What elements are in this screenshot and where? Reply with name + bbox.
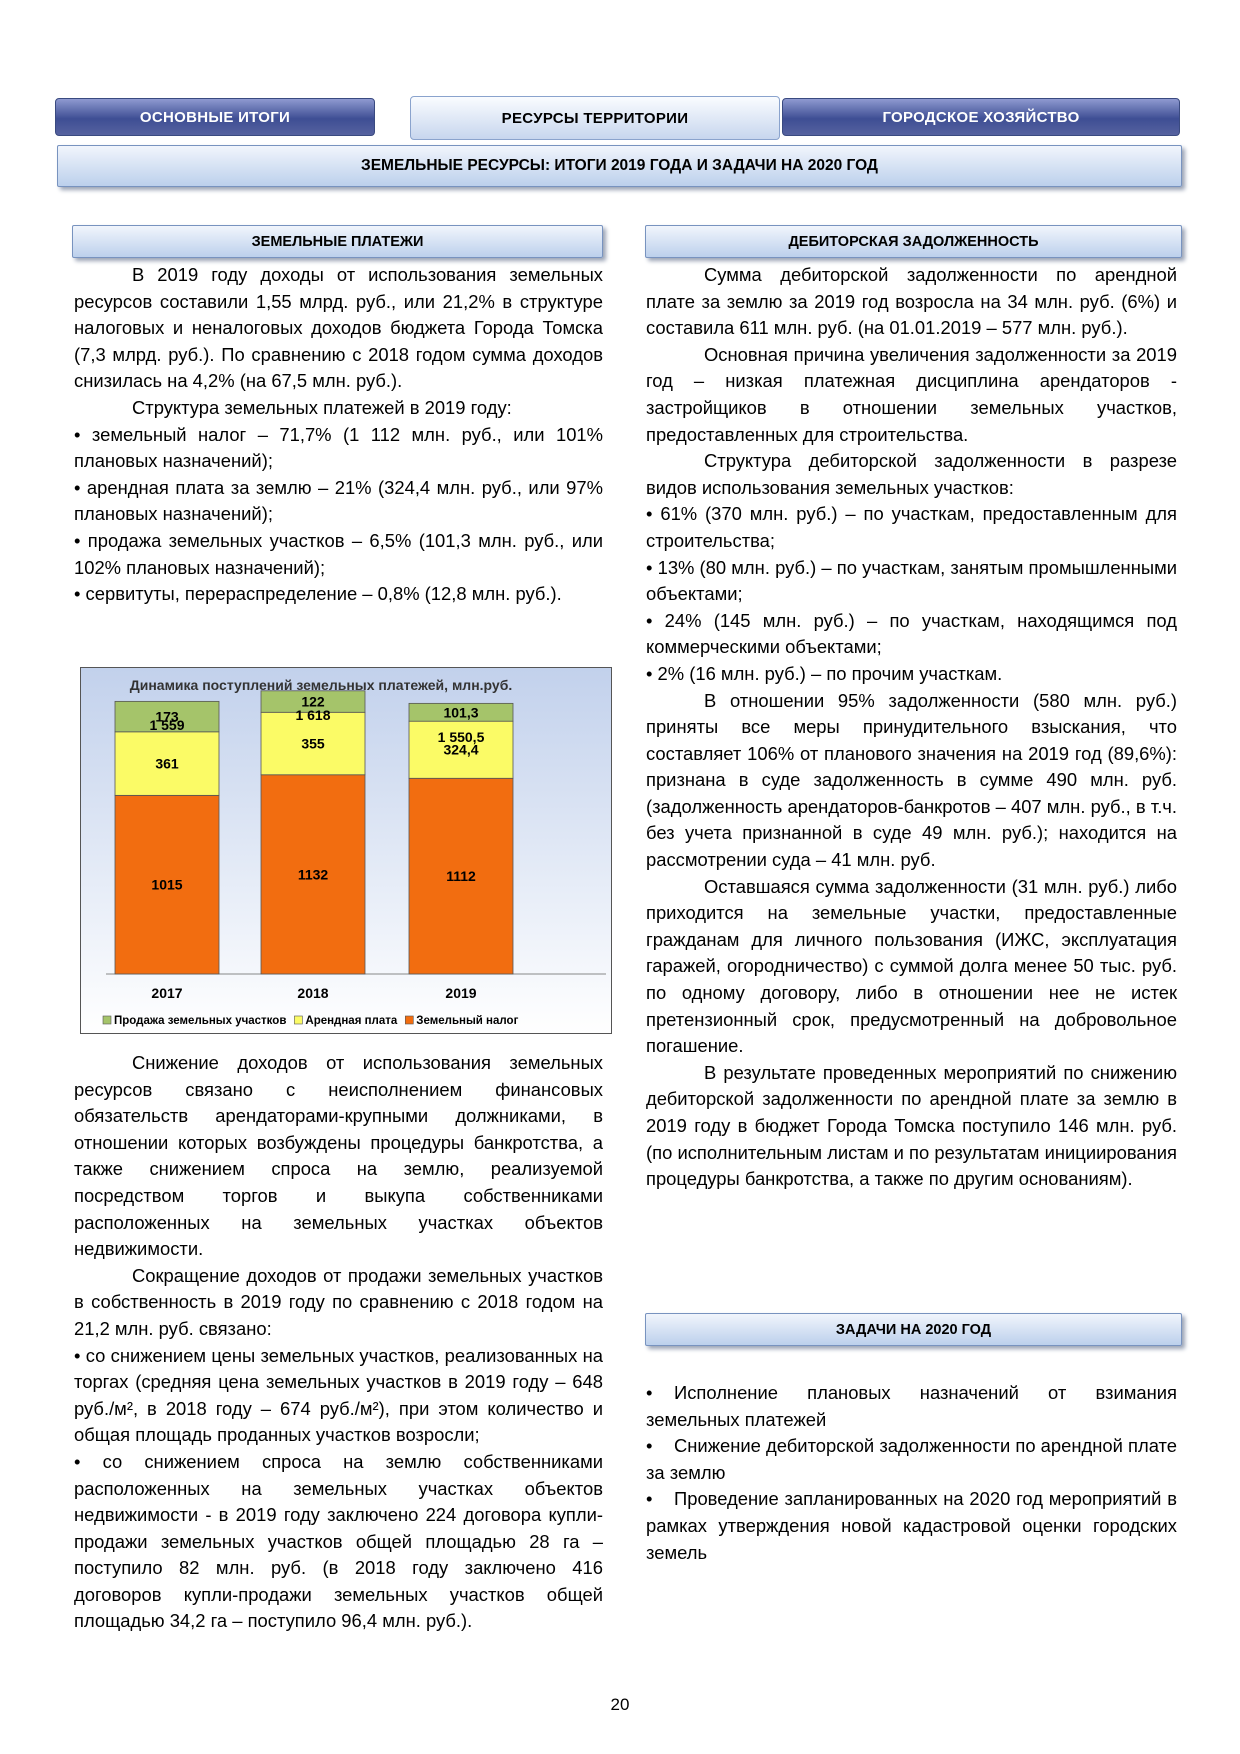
data-label: 1112 xyxy=(446,868,476,884)
paragraph: Сумма дебиторской задолженности по аренд… xyxy=(646,264,1177,339)
heading-receivables: ДЕБИТОРСКАЯ ЗАДОЛЖЕННОСТЬ xyxy=(645,225,1182,258)
task-text: Проведение запланированных на 2020 год м… xyxy=(646,1488,1177,1563)
total-label: 1 550,5 xyxy=(438,729,485,745)
total-label: 1 559 xyxy=(149,717,184,733)
heading-tasks-2020: ЗАДАЧИ НА 2020 ГОД xyxy=(645,1313,1182,1346)
data-label: 324,4 xyxy=(443,742,478,758)
data-label: 101,3 xyxy=(443,704,478,720)
task-text: Исполнение плановых назначений от взиман… xyxy=(646,1382,1177,1430)
tab-city-economy[interactable]: ГОРОДСКОЕ ХОЗЯЙСТВО xyxy=(782,98,1180,136)
task-item: • Снижение дебиторской задолженности по а… xyxy=(646,1435,1177,1483)
legend-label: Земельный налог xyxy=(416,1015,518,1027)
bullet-item: • земельный налог – 71,7% (1 112 млн. ру… xyxy=(74,423,603,472)
data-label: 355 xyxy=(301,736,325,752)
bullet-item: • 61% (370 млн. руб.) – по участкам, пре… xyxy=(646,503,1177,551)
chart: Динамика поступлений земельных платежей,… xyxy=(80,667,612,1034)
task-item: • Проведение запланированных на 2020 год … xyxy=(646,1488,1177,1563)
left-column-top: В 2019 году доходы от использования земе… xyxy=(74,262,603,608)
paragraph: Структура земельных платежей в 2019 году… xyxy=(132,396,512,418)
bullet-item: • сервитуты, перераспределение – 0,8% (1… xyxy=(74,583,562,605)
bullet-item: • арендная плата за землю – 21% (324,4 м… xyxy=(74,476,603,525)
x-tick-label: 2019 xyxy=(445,985,476,1001)
legend-swatch xyxy=(102,1015,112,1025)
bar-Продажа земельных участков xyxy=(114,700,220,733)
tab-main-results[interactable]: ОСНОВНЫЕ ИТОГИ xyxy=(55,98,375,136)
page-number: 20 xyxy=(610,1695,630,1714)
paragraph: В результате проведенных мероприятий по … xyxy=(646,1061,1177,1190)
bar-Арендная плата xyxy=(408,720,514,779)
bullet-item: • со снижением спроса на землю собственн… xyxy=(74,1450,603,1632)
bar-Продажа земельных участков xyxy=(408,702,514,722)
data-label: 1132 xyxy=(298,866,329,882)
total-label: 1 618 xyxy=(295,707,330,723)
x-tick-label: 2018 xyxy=(297,985,328,1001)
bar-Продажа земельных участков xyxy=(260,690,366,713)
task-text: Снижение дебиторской задолженности по ар… xyxy=(646,1435,1177,1483)
paragraph: Снижение доходов от использования земель… xyxy=(74,1052,603,1260)
paragraph: Основная причина увеличения задолженност… xyxy=(646,343,1177,445)
paragraph: Структура дебиторской задолженности в ра… xyxy=(646,450,1177,498)
bar-Земельный налог xyxy=(260,774,366,975)
legend-label: Продажа земельных участков xyxy=(114,1015,286,1027)
bar-Земельный налог xyxy=(408,777,514,975)
data-label: 173 xyxy=(155,709,179,725)
bullet-item: • 24% (145 млн. руб.) – по участкам, нах… xyxy=(646,609,1177,658)
tasks-list: • Исполнение плановых назначений от взима… xyxy=(646,1380,1177,1566)
tab-territory-resources[interactable]: РЕСУРСЫ ТЕРРИТОРИИ xyxy=(410,96,780,140)
data-label: 361 xyxy=(155,756,179,772)
x-tick-label: 2017 xyxy=(151,985,182,1001)
bullet-item: • 2% (16 млн. руб.) – по прочим участкам… xyxy=(646,662,1003,684)
task-item: • Исполнение плановых назначений от взима… xyxy=(646,1382,1177,1430)
paragraph: Оставшаяся сумма задолженности (31 млн. … xyxy=(646,875,1177,1057)
bullet-item: • со снижением цены земельных участков, … xyxy=(74,1344,603,1446)
bullet-item: • 13% (80 млн. руб.) – по участкам, заня… xyxy=(646,556,1177,605)
chart-title: Динамика поступлений земельных платежей,… xyxy=(130,677,512,693)
page-title: ЗЕМЕЛЬНЫЕ РЕСУРСЫ: ИТОГИ 2019 ГОДА И ЗАД… xyxy=(57,145,1182,187)
paragraph: Сокращение доходов от продажи земельных … xyxy=(74,1264,603,1339)
heading-land-payments: ЗЕМЕЛЬНЫЕ ПЛАТЕЖИ xyxy=(72,225,603,258)
data-label: 122 xyxy=(301,694,325,710)
chart-svg: Динамика поступлений земельных платежей,… xyxy=(81,668,611,1033)
legend-swatch xyxy=(294,1015,303,1025)
paragraph: В 2019 году доходы от использования земе… xyxy=(74,264,603,392)
legend-swatch xyxy=(404,1015,414,1025)
left-column-bottom: Снижение доходов от использования земель… xyxy=(74,1050,603,1635)
paragraph: В отношении 95% задолженности (580 млн. … xyxy=(646,689,1177,871)
legend-label: Арендная плата xyxy=(305,1015,397,1027)
bar-Земельный налог xyxy=(114,794,220,975)
right-column: Сумма дебиторской задолженности по аренд… xyxy=(646,262,1177,1193)
bar-Арендная плата xyxy=(260,711,366,776)
bullet-item: • продажа земельных участков – 6,5% (101… xyxy=(74,529,603,578)
data-label: 1015 xyxy=(151,877,182,893)
